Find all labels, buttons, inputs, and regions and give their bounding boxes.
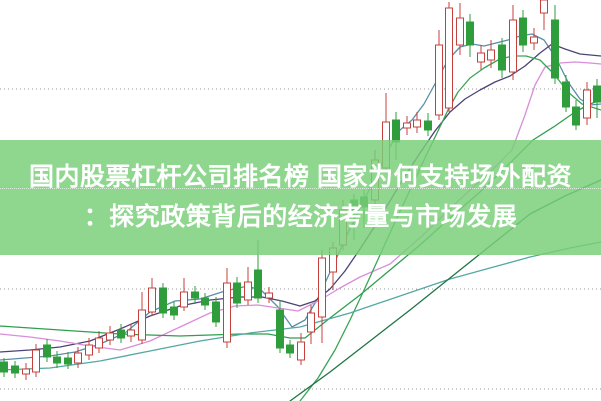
- candle-up: [22, 363, 30, 380]
- candle-up: [138, 292, 146, 344]
- title-banner: 国内股票杠杆公司排名榜 国家为何支持场外配资 ：探究政策背后的经济考量与市场发展: [0, 140, 601, 255]
- candle-up: [509, 5, 517, 80]
- candle-down: [286, 340, 294, 358]
- candle-up: [583, 82, 591, 125]
- candle-down: [64, 352, 72, 369]
- candle-down: [0, 358, 8, 377]
- candle-up: [106, 326, 114, 345]
- candle-down: [11, 361, 19, 378]
- candle-down: [572, 100, 580, 130]
- candle-up: [445, 2, 453, 112]
- candle-up: [265, 287, 273, 303]
- candle-up: [540, 0, 548, 30]
- candle-up: [403, 116, 411, 135]
- candle-down: [562, 75, 570, 112]
- title-line-1: 国内股票杠杆公司排名榜 国家为何支持场外配资: [29, 162, 572, 191]
- candle-up: [95, 331, 103, 353]
- candle-down: [191, 286, 199, 304]
- candle-up: [477, 45, 485, 70]
- candle-down: [170, 302, 178, 320]
- candle-down: [159, 283, 167, 318]
- candle-down: [593, 79, 601, 118]
- candle-up: [180, 278, 188, 311]
- candle-down: [201, 293, 209, 310]
- candle-down: [43, 339, 51, 362]
- candle-down: [498, 38, 506, 78]
- candle-up: [223, 268, 231, 348]
- candle-down: [519, 10, 527, 52]
- candle-up: [487, 40, 495, 68]
- candle-up: [456, 3, 464, 55]
- candle-up: [148, 278, 156, 316]
- candle-down: [424, 113, 432, 136]
- candle-down: [551, 5, 559, 84]
- ma-magenta: [0, 61, 601, 351]
- candle-up: [530, 28, 538, 50]
- candle-down: [212, 297, 220, 327]
- ma-cyan-slow: [0, 241, 601, 371]
- candle-up: [318, 250, 326, 343]
- candle-down: [117, 324, 125, 343]
- candle-up: [413, 112, 421, 133]
- candle-down: [53, 351, 61, 368]
- candle-up: [127, 324, 135, 342]
- ma-green-mid: [0, 99, 601, 339]
- candle-down: [233, 277, 241, 308]
- candle-up: [307, 305, 315, 344]
- gridline-overlay: [0, 188, 601, 189]
- candle-up: [244, 267, 252, 305]
- candle-up: [85, 338, 93, 360]
- candle-up: [435, 30, 443, 120]
- candle-up: [74, 347, 82, 368]
- candle-down: [276, 300, 284, 353]
- candle-up: [32, 344, 40, 377]
- candle-up: [297, 333, 305, 365]
- title-line-2: ：探究政策背后的经济考量与市场发展: [83, 203, 518, 231]
- candle-down: [466, 14, 474, 57]
